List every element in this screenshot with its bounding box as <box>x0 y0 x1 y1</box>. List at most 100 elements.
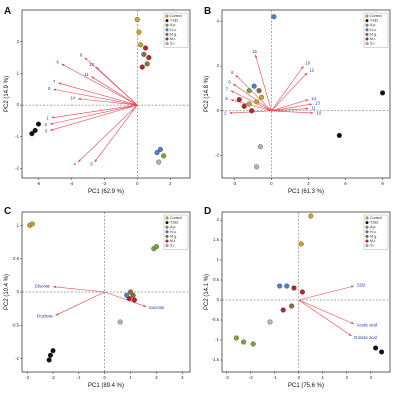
loading-arrow <box>298 285 355 301</box>
data-point <box>299 289 305 295</box>
loading-label: 14 <box>311 96 316 101</box>
x-tick-label: -2 <box>249 375 253 380</box>
data-point <box>271 14 277 20</box>
loading-arrowhead <box>143 304 147 307</box>
data-point <box>241 339 247 345</box>
loading-label: 11 <box>84 72 89 77</box>
legend-entry: M.g. <box>170 234 177 238</box>
loading-arrowhead <box>84 57 88 61</box>
y-axis-title: PC2 (14.1 %) <box>204 274 210 310</box>
loading-arrowhead <box>78 159 81 163</box>
loading-label: 4 <box>73 161 76 166</box>
data-point <box>284 283 290 289</box>
loading-arrow <box>51 104 138 119</box>
x-tick-label: 6 <box>344 181 347 186</box>
data-point <box>35 121 42 127</box>
loading-arrow <box>104 291 147 307</box>
legend-swatch <box>365 37 369 41</box>
data-point <box>241 103 247 109</box>
loading-arrow <box>49 104 138 131</box>
loading-arrowhead <box>300 66 304 69</box>
data-point <box>144 61 150 67</box>
legend-entry: Y182 <box>370 19 378 23</box>
loading-arrowhead <box>230 99 234 102</box>
loading-label: 1 <box>46 115 49 120</box>
legend-entry: A.p. <box>170 225 176 229</box>
x-tick-label: -3 <box>232 181 236 186</box>
loading-arrowhead <box>78 97 81 101</box>
y-tick-label: 0.5 <box>13 256 19 261</box>
loading-arrowhead <box>230 90 234 93</box>
y-tick-label: -2 <box>215 153 219 158</box>
panel-letter: C <box>4 206 11 217</box>
data-point <box>32 127 38 134</box>
legend-swatch <box>165 234 169 238</box>
data-point <box>138 42 144 48</box>
loading-label: 14 <box>70 96 75 101</box>
legend-swatch <box>165 23 169 27</box>
legend-swatch <box>365 28 369 32</box>
x-tick-label: 0 <box>298 375 301 380</box>
loading-arrowhead <box>96 67 99 70</box>
y-axis-title: PC2 (14.9 %) <box>4 76 10 112</box>
loading-arrow <box>298 299 352 337</box>
x-tick-label: -3 <box>25 375 29 380</box>
x-tick-label: -1 <box>273 375 277 380</box>
x-tick-label: -2 <box>51 375 55 380</box>
loading-arrow <box>271 103 313 112</box>
y-tick-label: 0.5 <box>213 277 219 282</box>
data-point <box>379 349 385 355</box>
loading-arrow <box>271 72 308 112</box>
data-point <box>267 319 273 325</box>
legend-entry: M.r. <box>170 37 176 41</box>
y-tick-label: 0 <box>217 108 220 113</box>
loading-arrowhead <box>55 313 59 316</box>
loading-label: Glucose <box>35 283 51 288</box>
loading-label: 7 <box>53 79 56 84</box>
legend-swatch <box>365 14 369 18</box>
y-tick-label: 0 <box>17 102 20 107</box>
legend-entry: Control <box>170 14 182 18</box>
data-point <box>373 345 379 351</box>
data-point <box>277 283 283 289</box>
panel-letter: B <box>204 6 211 17</box>
legend-swatch <box>165 216 169 220</box>
loading-arrow <box>235 74 272 112</box>
legend-entry: Y182 <box>170 221 178 225</box>
loading-arrowhead <box>53 285 56 289</box>
legend-entry: H.u. <box>170 28 177 32</box>
data-point <box>249 108 255 114</box>
legend-entry: S.r. <box>170 244 175 248</box>
loading-arrow <box>94 104 138 163</box>
y-tick-label: -0.5 <box>12 322 20 327</box>
loading-label: 9 <box>48 86 51 91</box>
loading-arrowhead <box>309 103 313 106</box>
plot-frame <box>221 9 391 179</box>
data-point <box>139 64 145 70</box>
loading-label: 6 <box>57 60 60 65</box>
loading-arrow <box>298 299 355 325</box>
loading-label: Sucrose <box>149 305 165 310</box>
legend-entry: M.g. <box>370 234 377 238</box>
loading-arrowhead <box>229 111 233 115</box>
loading-label: 5 <box>90 162 93 167</box>
loading-arrowhead <box>305 107 309 110</box>
data-point <box>251 83 257 89</box>
legend-entry: M.g. <box>170 32 177 36</box>
loading-arrowhead <box>94 159 98 163</box>
legend-entry: Control <box>370 14 382 18</box>
data-point <box>161 153 167 159</box>
x-tick-label: 1 <box>322 375 325 380</box>
x-tick-label: 3 <box>181 375 184 380</box>
legend-swatch <box>165 244 169 248</box>
y-tick-label: -1 <box>15 356 19 361</box>
data-point <box>336 132 342 138</box>
x-axis-title: PC1 (75.6 %) <box>288 383 324 389</box>
loading-label: 13 <box>315 101 320 106</box>
x-tick-label: -2 <box>102 181 106 186</box>
loading-arrowhead <box>310 111 314 115</box>
